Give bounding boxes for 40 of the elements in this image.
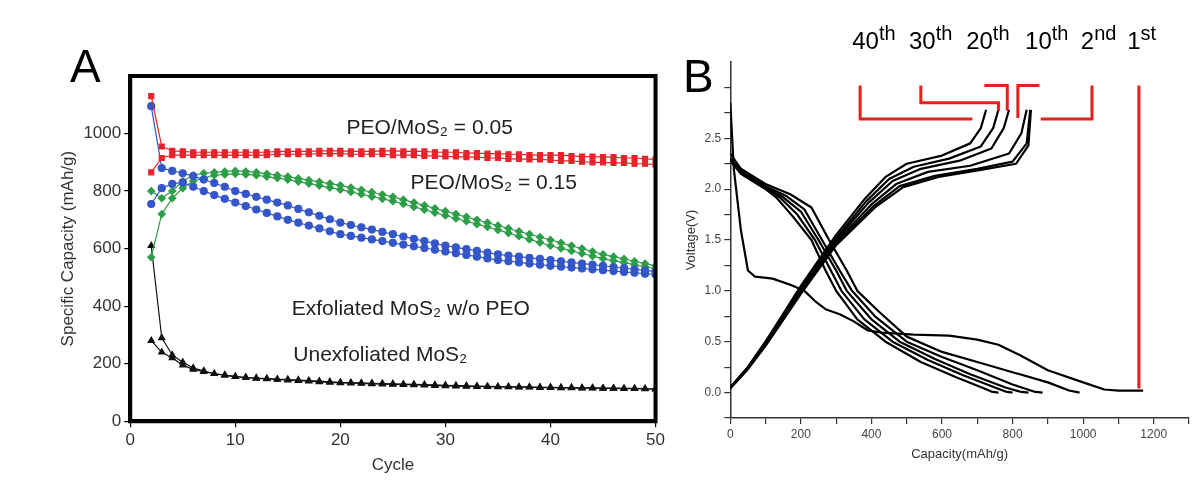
y-tick-label: 2.5: [704, 130, 722, 145]
text: 2.0: [704, 181, 722, 196]
y-tick-label: 600: [92, 238, 122, 258]
y-tick-label: 0.5: [704, 334, 722, 349]
x-tick-label: 30: [435, 430, 455, 450]
x-tick-label: 1200: [1140, 426, 1168, 441]
text: 0.0: [704, 384, 722, 399]
x-tick-label: 0: [726, 426, 734, 441]
y-tick-label: 800: [92, 180, 122, 200]
x-tick-label: 10: [225, 430, 245, 450]
x-tick-label: 0: [125, 430, 135, 450]
chart-title: A: [70, 40, 101, 92]
text: 30$^{th}$: [909, 21, 953, 56]
chart-title: B: [683, 50, 714, 102]
x-tick-label: 20: [330, 430, 350, 450]
y-axis-title: Voltage(V): [683, 209, 699, 271]
x-tick-label: 600: [931, 426, 953, 441]
text: 10$^{th}$: [1025, 21, 1069, 56]
x-tick-label: 40: [541, 430, 560, 450]
text: 40$^{th}$: [852, 21, 896, 56]
x-tick-label: 1000: [1069, 426, 1097, 441]
x-tick-label: 50: [646, 430, 666, 450]
x-axis-title: Cycle: [371, 455, 415, 475]
y-axis-title: Specific Capacity (mAh/g): [57, 150, 77, 347]
y-tick-label: 200: [92, 353, 122, 373]
annotation: Unexfoliated MoS₂: [293, 342, 468, 366]
y-tick-label: 400: [92, 295, 122, 315]
y-tick-label: 1.5: [704, 232, 722, 247]
y-tick-label: 1000: [83, 123, 122, 143]
x-tick-label: 200: [790, 426, 812, 441]
annotation: PEO/MoS₂ = 0.15: [410, 170, 577, 194]
text: 1.0: [704, 283, 722, 298]
text: 20$^{th}$: [966, 21, 1010, 56]
x-axis-title: Capacity(mAh/g): [911, 445, 1009, 461]
annotation: Exfoliated MoS₂ w/o PEO: [291, 296, 530, 320]
x-tick-label: 400: [861, 426, 882, 441]
text: 1$^{st}$: [1127, 21, 1157, 56]
text: 2$^{nd}$: [1080, 21, 1117, 56]
annotation: PEO/MoS₂ = 0.05: [346, 114, 513, 138]
x-tick-label: 800: [1002, 426, 1023, 441]
